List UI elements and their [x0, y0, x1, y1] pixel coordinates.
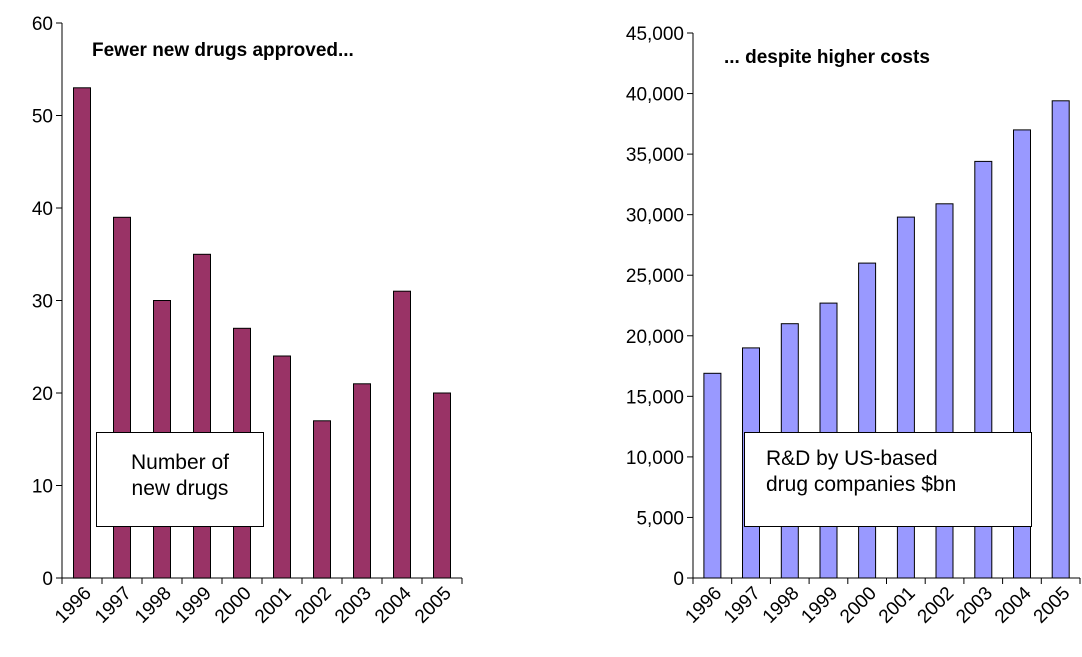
y-tick-label: 50	[32, 107, 53, 128]
x-tick-label-1996: 1996	[51, 583, 96, 628]
bar-1996	[73, 87, 91, 579]
bar-2002	[313, 420, 331, 579]
y-tick-label: 5,000	[636, 508, 684, 529]
bar-2001	[273, 355, 291, 579]
y-tick-label: 0	[42, 569, 53, 590]
x-tick-label-2002: 2002	[914, 583, 959, 628]
x-tick-label-2005: 2005	[411, 583, 456, 628]
y-tick-label: 40	[32, 199, 53, 220]
legend-rd-spending: R&D by US-based drug companies $bn	[744, 432, 1032, 527]
y-tick-label: 35,000	[626, 145, 684, 166]
x-tick-label-1998: 1998	[131, 583, 176, 628]
x-tick-label-1997: 1997	[720, 583, 765, 628]
x-tick-label-2001: 2001	[875, 583, 920, 628]
bar-2003	[353, 383, 371, 579]
bar-2005	[433, 392, 451, 579]
y-tick-label: 10	[32, 477, 53, 498]
x-tick-label-1999: 1999	[171, 583, 216, 628]
y-tick-label: 10,000	[626, 448, 684, 469]
x-tick-label-1997: 1997	[91, 583, 136, 628]
x-tick-label-2003: 2003	[952, 583, 997, 628]
x-tick-label-1998: 1998	[759, 583, 804, 628]
x-tick-label-2002: 2002	[291, 583, 336, 628]
y-tick-label: 25,000	[626, 266, 684, 287]
bar-2005	[1051, 100, 1070, 579]
x-tick-label-2003: 2003	[331, 583, 376, 628]
y-tick-label: 45,000	[626, 24, 684, 45]
y-tick-label: 20,000	[626, 327, 684, 348]
x-tick-label-2005: 2005	[1030, 583, 1075, 628]
y-tick-label: 0	[673, 569, 684, 590]
x-tick-label-1999: 1999	[797, 583, 842, 628]
x-tick-label-2004: 2004	[371, 583, 416, 628]
right-chart: ... despite higher costs 0 5,000 10,000 15,0…	[626, 24, 1081, 628]
y-tick-label: 40,000	[626, 85, 684, 106]
x-tick-label-2000: 2000	[211, 583, 256, 628]
bar-1999	[193, 253, 211, 579]
y-tick-label: 30,000	[626, 206, 684, 227]
bar-2004	[393, 290, 411, 579]
y-tick-label: 30	[32, 292, 53, 313]
x-tick-label-2000: 2000	[836, 583, 881, 628]
bar-2000	[858, 262, 877, 579]
y-tick-label: 20	[32, 384, 53, 405]
left-chart: Fewer new drugs approved... 0 10 20 30 40 50 60…	[32, 14, 463, 628]
legend-number-of-new-drugs: Number of new drugs	[96, 432, 264, 527]
x-tick-label-2001: 2001	[251, 583, 296, 628]
x-tick-label-1996: 1996	[681, 583, 726, 628]
y-tick-label: 60	[32, 14, 53, 35]
chart-title: ... despite higher costs	[724, 47, 930, 68]
bar-1996	[703, 372, 722, 579]
chart-title: Fewer new drugs approved...	[92, 40, 354, 61]
y-tick-label: 15,000	[626, 387, 684, 408]
x-tick-label-2004: 2004	[991, 583, 1036, 628]
